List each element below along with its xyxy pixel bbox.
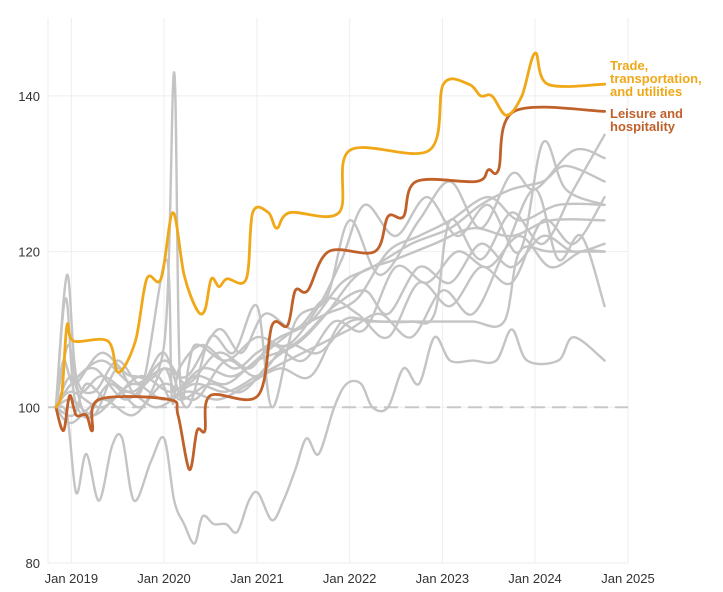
- highlighted-series-group: [54, 51, 606, 472]
- series-label-line: hospitality: [610, 119, 676, 134]
- series-line-leisure-and-hospitality: [54, 105, 606, 472]
- background-series-line: [54, 71, 606, 409]
- y-tick-label: 80: [26, 556, 40, 571]
- background-series-line: [54, 133, 606, 425]
- background-series-line: [54, 147, 606, 409]
- background-series-line: [54, 164, 606, 419]
- x-tick-label: Jan 2019: [45, 571, 99, 586]
- background-series-line: [54, 188, 606, 409]
- x-tick-label: Jan 2025: [601, 571, 655, 586]
- y-tick-label: 140: [18, 89, 40, 104]
- x-tick-label: Jan 2024: [508, 571, 562, 586]
- background-series-line: [54, 234, 606, 417]
- x-tick-label: Jan 2020: [137, 571, 191, 586]
- series-label-line: Trade,: [610, 58, 648, 73]
- series-label-line: and utilities: [610, 84, 682, 99]
- series-label-line: Leisure and: [610, 106, 683, 121]
- series-label: Leisure and hospitality: [610, 106, 683, 134]
- gridlines: [47, 18, 629, 564]
- x-tick-label: Jan 2022: [323, 571, 377, 586]
- background-series-line: [54, 328, 606, 545]
- series-label: Trade, transportation, and utilities: [610, 58, 702, 99]
- background-series-group: [54, 71, 606, 545]
- background-series-line: [54, 245, 606, 417]
- tick-labels: 80 100 120 140 Jan 2019 Jan 2020 Jan 2021 Jan 2…: [18, 89, 654, 586]
- y-tick-label: 120: [18, 245, 40, 260]
- series-label-line: transportation,: [610, 71, 702, 86]
- background-series-line: [54, 218, 606, 409]
- series-line-trade-transportation-and-utilities: [54, 51, 606, 409]
- x-tick-label: Jan 2021: [230, 571, 284, 586]
- y-tick-label: 100: [18, 400, 40, 415]
- x-tick-label: Jan 2023: [416, 571, 470, 586]
- background-series-line: [54, 234, 606, 409]
- series-labels: Trade, transportation, and utilities Leisur…: [610, 58, 702, 134]
